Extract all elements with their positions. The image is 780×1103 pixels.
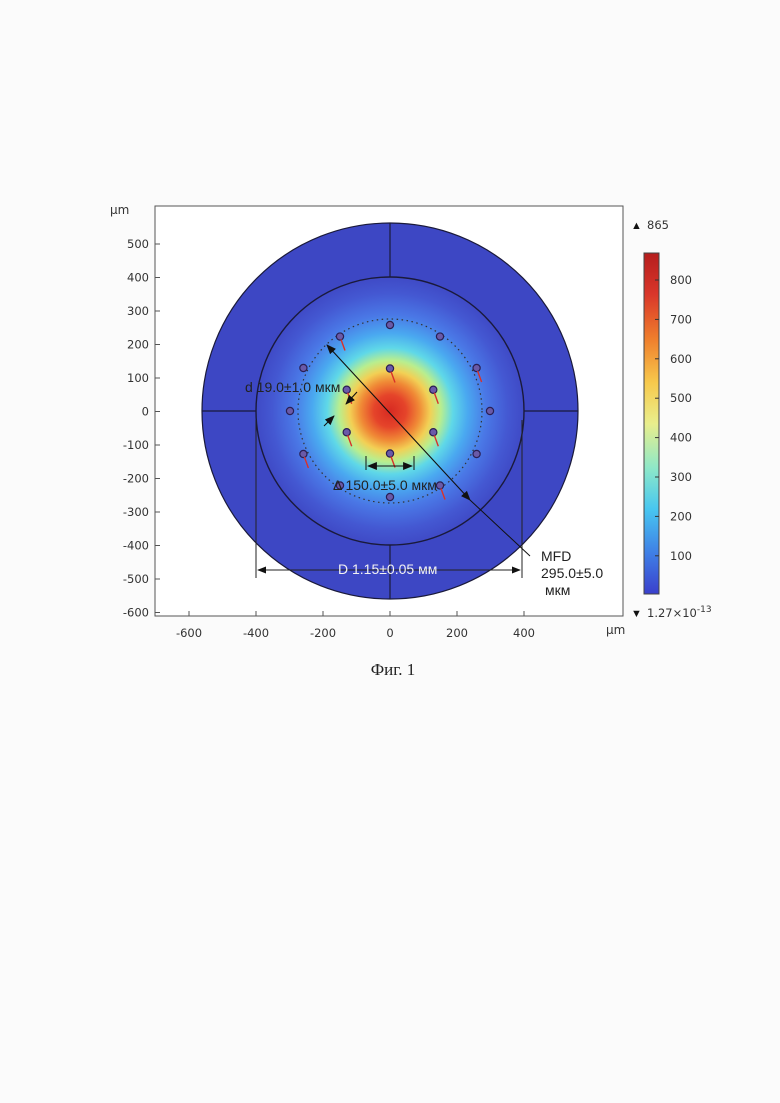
cladding-diameter-label: D 1.15±0.05 мм (338, 561, 437, 577)
colorbar-min-label: 1.27×10-13 (647, 605, 712, 620)
air-hole (286, 407, 293, 414)
colorbar-tick-label: 100 (670, 549, 692, 563)
y-tick-label: -300 (123, 505, 149, 519)
air-hole (386, 450, 393, 457)
air-hole (343, 386, 350, 393)
y-unit-label: μm (110, 203, 129, 217)
colorbar (644, 253, 659, 594)
air-hole (336, 333, 343, 340)
colorbar-tick-label: 500 (670, 391, 692, 405)
colorbar-tick-label: 700 (670, 312, 692, 326)
y-tick-label: 100 (127, 371, 149, 385)
y-tick-label: 200 (127, 338, 149, 352)
air-hole (386, 365, 393, 372)
x-tick-label: 200 (446, 626, 468, 640)
y-tick-label: -500 (123, 572, 149, 586)
air-hole (386, 493, 393, 500)
air-hole (473, 364, 480, 371)
mfd-unit: мкм (545, 582, 570, 598)
x-tick-label: 400 (513, 626, 535, 640)
colorbar-tick-label: 200 (670, 509, 692, 523)
x-tick-label: -600 (176, 626, 202, 640)
pitch-label: Δ 150.0±5.0 мкм (333, 477, 437, 493)
x-unit-label: μm (606, 623, 625, 637)
air-hole (300, 364, 307, 371)
x-tick-label: -400 (243, 626, 269, 640)
inner-cladding-field (256, 277, 524, 545)
colorbar-tick-label: 800 (670, 273, 692, 287)
air-hole (436, 482, 443, 489)
y-tick-label: 0 (142, 405, 149, 419)
max-triangle-icon: ▲ (631, 220, 642, 232)
y-tick-label: 300 (127, 304, 149, 318)
mfd-title: MFD (541, 548, 571, 564)
air-hole (386, 321, 393, 328)
mfd-value: 295.0±5.0 (541, 565, 603, 581)
y-tick-label: 500 (127, 237, 149, 251)
min-triangle-icon: ▼ (631, 608, 642, 620)
colorbar-tick-label: 600 (670, 352, 692, 366)
colorbar-max-label: 865 (647, 218, 669, 232)
air-hole (436, 333, 443, 340)
air-hole (486, 407, 493, 414)
colorbar-ticks: 800 700 600 500 400 300 200 100 (655, 273, 692, 563)
y-tick-label: -200 (123, 472, 149, 486)
y-tick-label: -100 (123, 438, 149, 452)
x-tick-label: -200 (310, 626, 336, 640)
air-hole (430, 429, 437, 436)
air-hole (300, 450, 307, 457)
air-hole (343, 429, 350, 436)
air-hole (473, 450, 480, 457)
x-tick-label: 0 (386, 626, 393, 640)
colorbar-tick-label: 300 (670, 470, 692, 484)
hole-diameter-label: d 19.0±1.0 мкм (245, 379, 340, 395)
figure-caption: Фиг. 1 (371, 660, 416, 679)
y-tick-label: 400 (127, 271, 149, 285)
y-tick-label: -600 (123, 606, 149, 620)
air-hole (430, 386, 437, 393)
y-tick-label: -400 (123, 539, 149, 553)
colorbar-tick-label: 400 (670, 431, 692, 445)
